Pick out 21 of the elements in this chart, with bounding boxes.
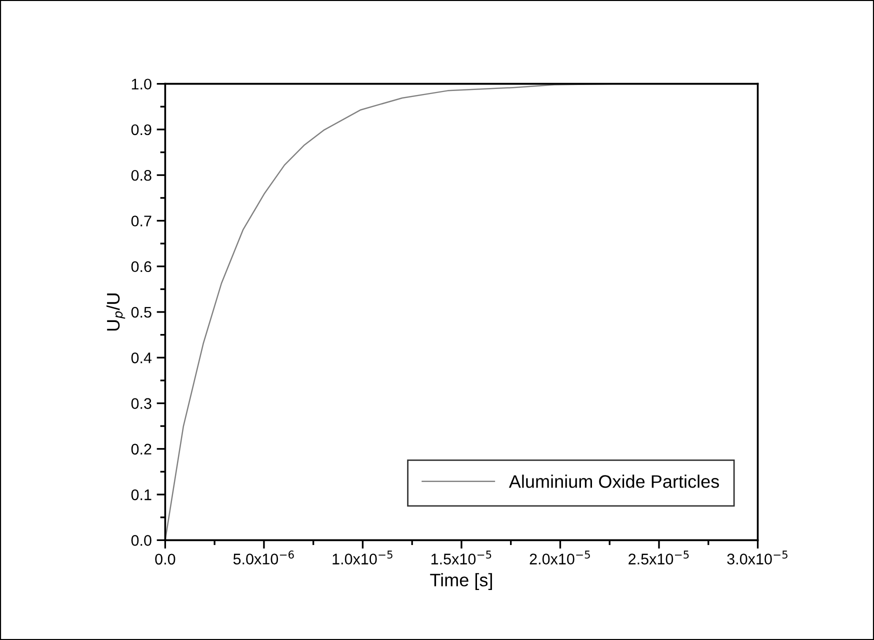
y-tick-label: 0.3 (131, 398, 152, 409)
y-tick-label: 0.5 (131, 306, 152, 318)
x-tick-label: 2.0x10$^{−5}$ (530, 550, 590, 564)
y-tick-label: 0.8 (131, 170, 152, 181)
y-tick-label: 0.7 (131, 216, 152, 226)
y-tick-label: 0.4 (131, 352, 152, 364)
y-tick-label: 0.6 (131, 261, 152, 272)
y-axis-title: U$_{p}$/U (106, 294, 126, 331)
y-tick-label: 0.2 (131, 444, 152, 455)
x-tick-label: 2.5x10$^{−5}$ (628, 550, 689, 564)
legend-label: Aluminium Oxide Particles (508, 474, 719, 488)
x-tick-label: 3.0x10$^{−5}$ (727, 550, 788, 564)
x-tick-label: 1.5x10$^{−5}$ (431, 550, 492, 564)
y-tick-label: 0.9 (131, 124, 152, 136)
y-tick-label: 1.0 (132, 78, 152, 90)
x-axis-title: Time [s] (430, 573, 492, 590)
x-tick-label: 0.0 (155, 554, 176, 565)
y-tick-label: 0.0 (131, 535, 152, 546)
x-tick-label: 1.0x10$^{−5}$ (332, 550, 392, 564)
y-tick-label: 0.1 (131, 489, 152, 500)
x-tick-label: 5.0x10$^{−6}$ (233, 550, 294, 564)
